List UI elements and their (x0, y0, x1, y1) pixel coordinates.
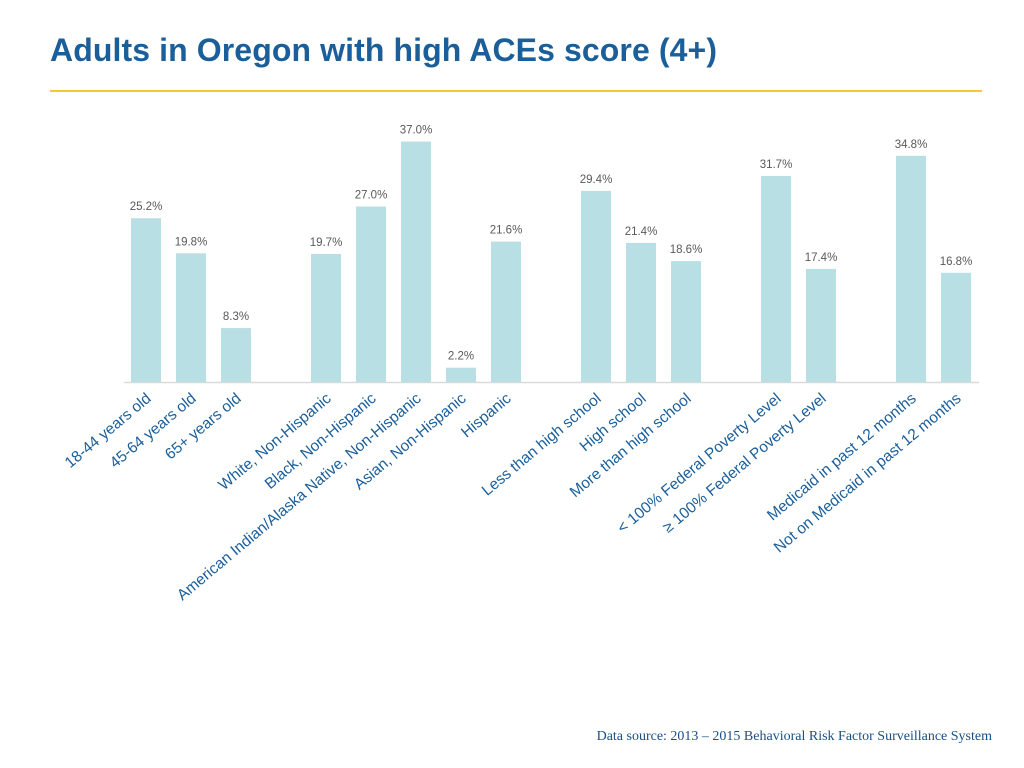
bar (581, 190, 611, 382)
data-label: 19.7% (310, 237, 343, 249)
bar (221, 328, 251, 382)
bar (806, 268, 836, 382)
bar (896, 155, 926, 382)
data-label: 21.6% (490, 225, 523, 237)
data-label: 34.8% (895, 139, 928, 151)
bar (176, 253, 206, 382)
data-source-note: Data source: 2013 – 2015 Behavioral Risk… (596, 729, 992, 744)
bar (401, 141, 431, 382)
category-label: Hispanic (458, 390, 515, 441)
data-label: 21.4% (625, 226, 658, 238)
category-label: < 100% Federal Poverty Level (614, 390, 784, 537)
data-label: 8.3% (223, 311, 249, 323)
bar (626, 242, 656, 382)
data-label: 2.2% (448, 351, 474, 363)
title-underline (50, 90, 982, 92)
bar (491, 241, 521, 382)
data-label: 19.8% (175, 236, 208, 248)
data-label: 18.6% (670, 244, 703, 256)
data-label: 31.7% (760, 159, 793, 171)
data-label: 37.0% (400, 125, 433, 137)
bar (311, 253, 341, 382)
bar (761, 175, 791, 382)
page-title: Adults in Oregon with high ACEs score (4… (50, 32, 718, 68)
data-label: 16.8% (940, 256, 973, 268)
bar (446, 367, 476, 382)
data-label: 17.4% (805, 252, 838, 264)
bar (356, 206, 386, 382)
data-label: 29.4% (580, 174, 613, 186)
bar (131, 218, 161, 382)
data-label: 25.2% (130, 201, 163, 213)
data-label: 27.0% (355, 190, 388, 202)
bar (671, 261, 701, 382)
bar (941, 272, 971, 382)
